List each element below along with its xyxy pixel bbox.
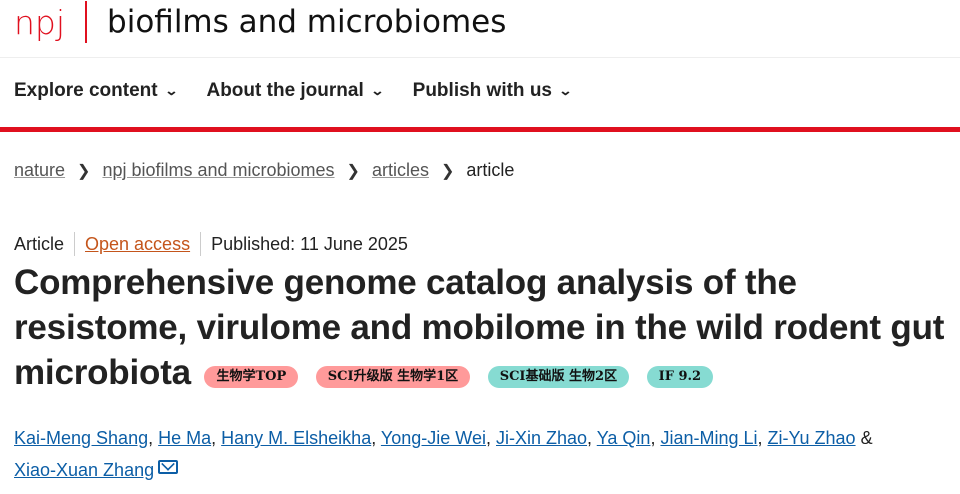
journal-header[interactable]: npj biofilms and microbiomes (14, 0, 506, 44)
badge-sci-basic: SCI基础版 生物2区 (487, 366, 630, 388)
nav-label: About the journal (206, 80, 364, 101)
article-title: Comprehensive genome catalog analysis of… (14, 260, 954, 395)
author-link[interactable]: Yong-Jie Wei (380, 428, 486, 448)
article-meta: Article Open access Published: 11 June 2… (14, 232, 408, 256)
author-list: Kai-Meng Shang, He Ma, Hany M. Elsheikha… (14, 428, 873, 480)
chevron-down-icon: ⌄ (163, 83, 179, 98)
logo-divider (85, 1, 88, 43)
breadcrumb-journal[interactable]: npj biofilms and microbiomes (102, 160, 335, 180)
badge-impact-factor: IF 9.2 (646, 366, 714, 388)
nav-label: Explore content (14, 80, 158, 101)
chevron-down-icon: ⌄ (558, 83, 573, 98)
nav-publish-with-us[interactable]: Publish with us ⌄ (412, 80, 573, 102)
open-access-link[interactable]: Open access (85, 233, 191, 254)
article-type: Article (14, 233, 65, 254)
breadcrumb-nature[interactable]: nature (14, 160, 66, 180)
published-date: Published: 11 June 2025 (211, 233, 408, 254)
nav-label: Publish with us (412, 80, 552, 101)
meta-divider (200, 232, 202, 256)
journal-name[interactable]: biofilms and microbiomes (107, 4, 507, 40)
authors-and: & (860, 428, 873, 448)
main-nav: Explore content ⌄ About the journal ⌄ Publ… (14, 80, 601, 102)
title-text: Comprehensive genome catalog analysis of… (14, 263, 945, 392)
nav-explore-content[interactable]: Explore content ⌄ (14, 80, 179, 102)
breadcrumb-current: article (466, 160, 515, 180)
breadcrumb: nature ❯ npj biofilms and microbiomes ❯ ar… (14, 160, 514, 181)
nav-about-journal[interactable]: About the journal ⌄ (206, 80, 385, 102)
chevron-right-icon: ❯ (77, 162, 91, 180)
npj-logo[interactable]: npj (14, 2, 66, 42)
author-link[interactable]: He Ma (158, 428, 212, 448)
chevron-right-icon: ❯ (440, 162, 455, 180)
chevron-right-icon: ❯ (346, 162, 360, 180)
badge-sci-upgraded: SCI升级版 生物学1区 (315, 366, 471, 388)
badge-biology-top: 生物学TOP (204, 366, 299, 388)
author-link[interactable]: Jian-Ming Li (660, 428, 758, 448)
author-link[interactable]: Xiao-Xuan Zhang (14, 460, 155, 480)
author-link[interactable]: Kai-Meng Shang (14, 428, 149, 448)
chevron-down-icon: ⌄ (370, 83, 385, 98)
brand-bar (0, 127, 960, 132)
email-icon[interactable] (158, 460, 179, 474)
author-link[interactable]: Zi-Yu Zhao (767, 428, 856, 448)
meta-divider (74, 232, 76, 256)
author-link[interactable]: Ya Qin (596, 428, 651, 448)
header-divider (0, 57, 960, 58)
breadcrumb-articles[interactable]: articles (371, 160, 429, 180)
author-link[interactable]: Ji-Xin Zhao (496, 428, 588, 448)
author-link[interactable]: Hany M. Elsheikha (221, 428, 372, 448)
